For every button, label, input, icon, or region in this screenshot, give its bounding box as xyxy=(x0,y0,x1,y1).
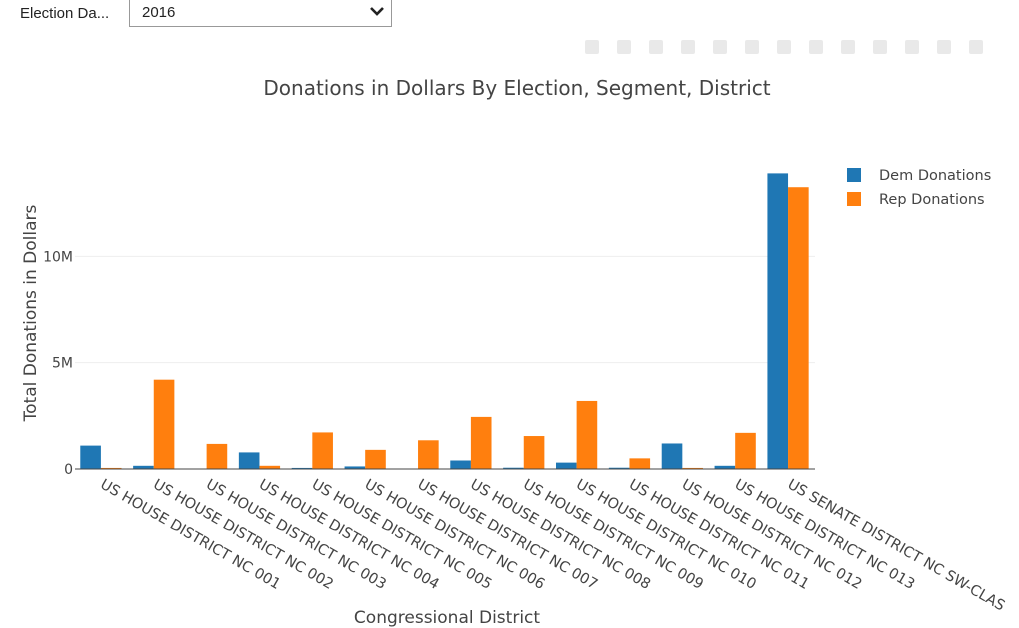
bar-rep[interactable] xyxy=(629,458,651,469)
y-tick-label: 10M xyxy=(43,249,73,265)
bar-rep[interactable] xyxy=(788,187,809,469)
bar-dem[interactable] xyxy=(608,467,630,469)
bar-dem[interactable] xyxy=(80,445,101,469)
legend[interactable]: Dem Donations Rep Donations xyxy=(847,168,991,208)
filter-bar: Election Da... 2016 xyxy=(0,0,1019,30)
zoom-out-icon[interactable] xyxy=(777,40,791,54)
bar-rep[interactable] xyxy=(259,465,281,469)
legend-swatch xyxy=(847,168,861,182)
bar-dem[interactable] xyxy=(133,465,154,469)
election-date-dropdown[interactable]: 2016 xyxy=(129,0,392,27)
chevron-down-icon xyxy=(370,7,384,16)
y-tick-label: 0 xyxy=(64,462,73,478)
bar-rep[interactable] xyxy=(470,416,492,469)
hover-compare-icon[interactable] xyxy=(937,40,951,54)
legend-item[interactable]: Rep Donations xyxy=(847,192,985,208)
bar-dem[interactable] xyxy=(503,467,524,469)
bar-rep[interactable] xyxy=(682,467,703,469)
plotly-logo-icon[interactable] xyxy=(969,40,983,54)
election-date-selected-value: 2016 xyxy=(142,4,176,21)
zoom-icon[interactable] xyxy=(617,40,631,54)
autoscale-icon[interactable] xyxy=(809,40,823,54)
lasso-icon[interactable] xyxy=(713,40,727,54)
legend-label: Rep Donations xyxy=(879,192,985,208)
pan-icon[interactable] xyxy=(649,40,663,54)
x-axis-title: Congressional District xyxy=(354,608,540,628)
y-tick-labels: 0 5M 10M xyxy=(43,249,73,478)
camera-icon[interactable] xyxy=(585,40,599,54)
bar-dem[interactable] xyxy=(714,465,736,469)
chart-modebar xyxy=(585,38,1015,58)
y-tick-label: 5M xyxy=(52,356,73,372)
bar-rep[interactable] xyxy=(418,440,439,469)
legend-swatch xyxy=(847,192,861,206)
grid-lines xyxy=(75,255,815,364)
hover-closest-icon[interactable] xyxy=(905,40,919,54)
bars xyxy=(80,173,809,470)
bar-rep[interactable] xyxy=(312,432,333,469)
x-tick-label: US SENATE DISTRICT NC SW-CLAS xyxy=(785,477,1008,615)
bar-dem[interactable] xyxy=(344,466,366,469)
legend-item[interactable]: Dem Donations xyxy=(847,168,991,184)
spike-lines-icon[interactable] xyxy=(873,40,887,54)
bar-rep[interactable] xyxy=(576,400,598,469)
bar-rep[interactable] xyxy=(153,379,175,469)
reset-axes-icon[interactable] xyxy=(841,40,855,54)
bar-dem[interactable] xyxy=(291,467,313,469)
box-select-icon[interactable] xyxy=(681,40,695,54)
bar-rep[interactable] xyxy=(523,436,545,469)
election-date-label: Election Da... xyxy=(20,5,110,22)
legend-label: Dem Donations xyxy=(879,168,991,184)
bar-rep[interactable] xyxy=(206,443,228,469)
bar-dem[interactable] xyxy=(556,462,577,469)
y-axis-title: Total Donations in Dollars xyxy=(21,204,41,422)
zoom-in-icon[interactable] xyxy=(745,40,759,54)
chart-title: Donations in Dollars By Election, Segmen… xyxy=(263,76,770,100)
bar-rep[interactable] xyxy=(100,467,122,469)
bar-rep[interactable] xyxy=(735,432,756,469)
bar-dem[interactable] xyxy=(767,173,789,470)
bar-rep[interactable] xyxy=(365,449,386,469)
bar-dem[interactable] xyxy=(238,452,260,469)
bar-dem[interactable] xyxy=(661,443,683,469)
bar-dem[interactable] xyxy=(450,460,471,469)
